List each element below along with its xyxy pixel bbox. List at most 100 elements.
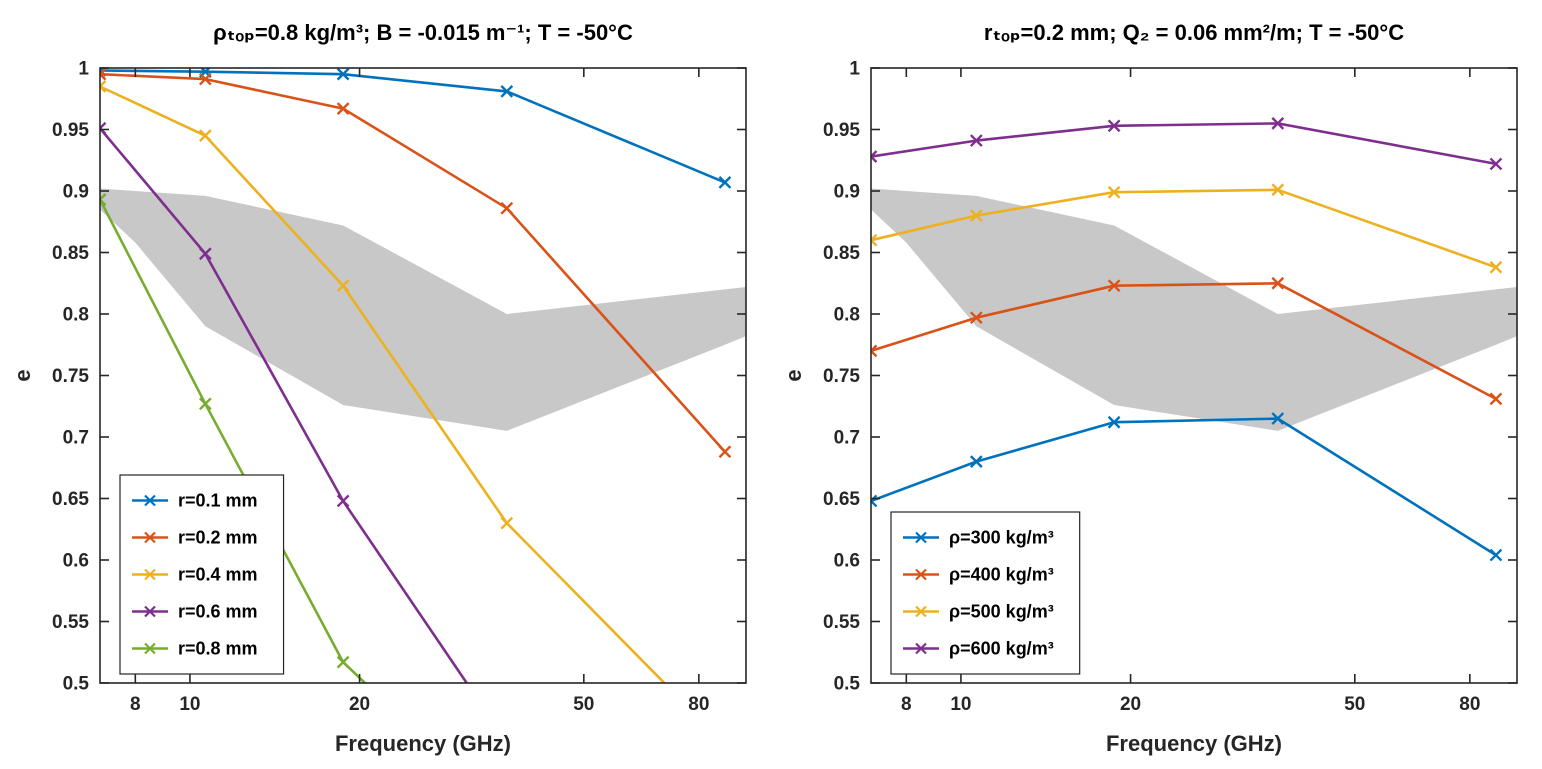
x-marker [500,201,514,215]
y-tick-label: 1 [849,59,860,80]
x-tick-label: 10 [950,694,971,715]
x-marker [1271,276,1285,290]
x-marker [100,80,107,89]
x-tick-label: 50 [573,694,594,715]
uncertainty-band [871,188,1517,431]
y-tick-label: 0.9 [834,182,860,203]
x-marker [336,494,350,508]
y-tick-label: 0.85 [823,243,860,264]
x-marker [969,311,983,325]
x-marker [100,197,107,206]
series-line-3 [871,122,1497,166]
x-marker [100,72,107,81]
x-marker [336,102,350,115]
x-marker [1107,185,1121,199]
legend-label: ρ=500 kg/m³ [949,602,1054,622]
x-marker [198,129,212,142]
series-markers-4 [100,193,350,669]
series-markers-1 [871,276,1503,406]
series-markers-2 [100,80,730,750]
x-marker [871,233,878,242]
x-marker [1489,260,1503,274]
x-marker [100,121,107,130]
legend-label: ρ=300 kg/m³ [949,528,1054,548]
x-marker [1107,415,1121,429]
legend-marker [915,605,927,618]
x-tick-label: 8 [901,694,912,715]
y-axis-label: e [781,369,806,381]
chart-title: ρₜₒₚ=0.8 kg/m³; B = -0.015 m⁻¹; T = -50°… [213,20,633,45]
x-marker [1271,183,1285,197]
x-marker [1489,157,1503,171]
legend-label: r=0.2 mm [178,528,258,548]
y-tick-label: 0.65 [823,489,860,510]
y-tick-label: 0.55 [52,612,89,633]
x-marker [871,238,878,247]
x-marker [718,176,732,189]
x-marker [871,154,878,163]
x-marker [336,68,350,81]
plot-area [100,68,746,750]
x-marker [100,84,107,93]
y-tick-label: 0.6 [63,551,89,572]
x-tick-label: 20 [1120,694,1141,715]
x-tick-label: 80 [1459,694,1480,715]
series-line-3 [100,127,469,683]
legend-marker [144,568,156,581]
x-marker [969,455,983,468]
x-marker [1489,548,1503,562]
x-marker [871,349,878,358]
x-marker [871,494,878,503]
legend: r=0.1 mm r=0.2 mm r=0.4 mm r=0.6 mm r=0.8 mm [119,474,285,675]
x-tick-label: 10 [179,694,200,715]
legend-marker [915,642,927,655]
tick-marks [871,67,1517,684]
legend-marker [144,531,156,544]
uncertainty-band [100,188,746,431]
x-marker [100,193,107,202]
y-tick-label: 0.95 [52,120,89,141]
series-markers-3 [100,121,350,508]
x-tick-label: 50 [1344,694,1365,715]
x-tick-label: 80 [688,694,709,715]
y-tick-label: 0.9 [63,182,89,203]
y-tick-label: 0.5 [63,674,90,695]
plot-area [871,117,1517,562]
y-tick-label: 0.75 [52,366,89,387]
y-tick-label: 0.85 [52,243,89,264]
series-markers-0 [100,68,732,189]
chart-title: rₜₒₚ=0.2 mm; Q₂ = 0.06 mm²/m; T = -50°C [984,20,1404,45]
x-axis-label: Frequency (GHz) [1106,731,1282,756]
y-tick-label: 1 [78,59,89,80]
x-marker [1271,412,1285,425]
x-marker [1107,279,1121,293]
x-marker [500,516,514,530]
y-axis-label: e [10,369,35,381]
series-markers-3 [871,117,1503,171]
x-marker [719,739,730,750]
legend-marker [144,494,156,507]
x-marker [198,72,212,86]
y-tick-label: 0.8 [834,305,860,326]
x-axis-label: Frequency (GHz) [335,731,511,756]
x-tick-label: 20 [349,694,370,715]
y-tick-label: 0.6 [834,551,860,572]
legend-label: r=0.4 mm [178,565,258,585]
legend-label: r=0.1 mm [178,491,258,511]
legend: ρ=300 kg/m³ ρ=400 kg/m³ ρ=500 kg/m³ ρ=600 k… [890,511,1081,675]
x-marker [871,150,878,159]
series-markers-2 [871,183,1503,274]
legend-label: ρ=600 kg/m³ [949,639,1054,659]
x-marker [969,209,983,222]
y-tick-label: 0.7 [63,428,89,449]
x-marker [969,134,983,147]
y-tick-label: 0.95 [823,120,860,141]
x-marker [198,247,212,261]
x-marker [336,655,350,669]
y-tick-label: 0.55 [823,612,860,633]
legend-label: r=0.8 mm [178,639,258,659]
y-tick-label: 0.65 [52,489,89,510]
y-tick-label: 0.7 [834,428,860,449]
tick-marks [100,67,746,684]
chart-svg: 8 10 20 50 80 0.5 0.55 0.6 0.65 0.7 0.75 0.8 0.85 0.9… [10,20,747,756]
